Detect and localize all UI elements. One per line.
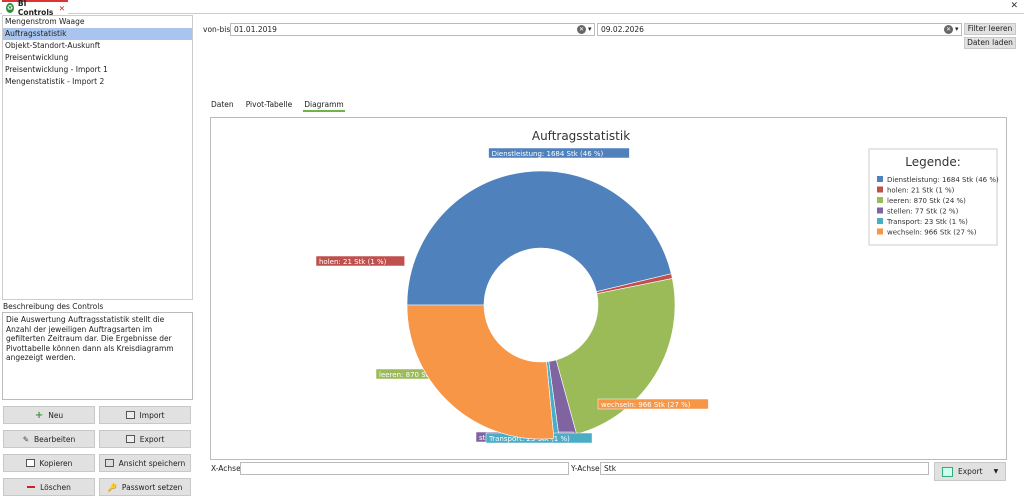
plus-icon: + (34, 409, 44, 421)
list-item[interactable]: Preisentwicklung - Import 1 (5, 65, 108, 74)
list-item[interactable]: Mengenstrom Waage (5, 17, 85, 26)
date-range-label: von-bis: (203, 25, 233, 34)
copy-icon (25, 459, 35, 467)
chart-title: Auftragsstatistik (532, 129, 630, 143)
delete-button[interactable]: Löschen (3, 478, 95, 496)
clear-from-icon[interactable]: ✕ (577, 25, 586, 34)
new-button-label: Neu (48, 410, 64, 420)
save-view-button[interactable]: Ansicht speichern (99, 454, 191, 472)
chevron-down-icon[interactable]: ▾ (588, 25, 592, 33)
legend-swatch (877, 197, 883, 203)
svg-text:Dienstleistung: 1684 Stk (46 %: Dienstleistung: 1684 Stk (46 %) (492, 150, 604, 158)
window-close-icon[interactable]: ✕ (1010, 1, 1018, 11)
export-list-button[interactable]: Export (99, 430, 191, 448)
svg-text:Transport: 23 Stk (1 %): Transport: 23 Stk (1 %) (488, 435, 570, 443)
list-item[interactable]: Auftragsstatistik (3, 28, 192, 40)
pie-slice-leeren[interactable] (555, 278, 676, 435)
legend-entry: holen: 21 Stk (1 %) (887, 187, 955, 195)
svg-text:leeren: 870 Stk (24 %): leeren: 870 Stk (24 %) (379, 371, 458, 379)
chart-legend: Legende: Dienstleistung: 1684 Stk (46 %) h… (868, 148, 999, 246)
chevron-down-icon[interactable]: ▾ (955, 25, 959, 33)
delete-button-label: Löschen (40, 482, 71, 492)
from-date-field[interactable]: 01.01.2019 ✕ ▾ (230, 23, 595, 36)
legend-entry: leeren: 870 Stk (24 %) (887, 197, 966, 205)
set-password-button-label: Passwort setzen (121, 482, 183, 492)
content-tabs: Daten Pivot-Tabelle Diagramm (210, 100, 345, 112)
legend-entry: wechseln: 966 Stk (27 %) (887, 229, 977, 237)
data-label-holen: holen: 21 Stk (1 %) (315, 255, 405, 267)
legend-entry: Dienstleistung: 1684 Stk (46 %) (887, 176, 999, 184)
clear-to-icon[interactable]: ✕ (944, 25, 953, 34)
x-axis-input[interactable] (240, 462, 569, 475)
controls-list: Mengenstrom Waage Auftragsstatistik Objekt… (2, 15, 193, 300)
to-date-value: 09.02.2026 (601, 25, 644, 34)
edit-button[interactable]: ✎ Bearbeiten (3, 430, 95, 448)
legend-swatch (877, 228, 883, 235)
edit-button-label: Bearbeiten (34, 434, 76, 444)
tab-bi-controls[interactable]: ♻ BI Controls ✕ (2, 0, 68, 17)
legend-swatch (877, 186, 883, 193)
data-label-wechseln: wechseln: 966 Stk (27 %) (597, 398, 709, 410)
list-item[interactable]: Preisentwicklung (5, 53, 69, 62)
chart-export-label: Export (958, 467, 983, 476)
from-date-value: 01.01.2019 (234, 25, 277, 34)
legend-swatch (877, 176, 883, 182)
legend-swatch (877, 207, 883, 214)
document-tab-bar: ♻ BI Controls ✕ ✕ (0, 0, 1024, 17)
copy-button[interactable]: Kopieren (3, 454, 95, 472)
import-button-label: Import (139, 410, 165, 420)
tab-pivot-tabelle[interactable]: Pivot-Tabelle (245, 100, 293, 109)
pie-chart: Auftragsstatistik Dienstleistung: 1684 St… (315, 129, 999, 444)
import-button[interactable]: Import (99, 406, 191, 424)
tab-close-icon[interactable]: ✕ (58, 3, 65, 13)
svg-text:holen: 21 Stk (1 %): holen: 21 Stk (1 %) (319, 258, 387, 266)
tab-diagramm[interactable]: Diagramm (303, 100, 345, 112)
list-item[interactable]: Objekt-Standort-Auskunft (5, 41, 101, 50)
legend-entry: Transport: 23 Stk (1 %) (886, 218, 968, 226)
recycle-icon: ♻ (6, 3, 14, 13)
pie-slice-wechseln[interactable] (406, 304, 555, 440)
minus-icon (27, 486, 36, 488)
list-item[interactable]: Mengenstatistik - Import 2 (5, 77, 105, 86)
save-view-button-label: Ansicht speichern (118, 458, 186, 468)
y-axis-label: Y-Achse (571, 464, 600, 473)
export-icon (125, 435, 135, 443)
legend-title: Legende: (905, 155, 961, 169)
new-button[interactable]: + Neu (3, 406, 95, 424)
description-label: Beschreibung des Controls (3, 302, 104, 311)
pencil-icon: ✎ (22, 434, 30, 444)
load-data-button[interactable]: Daten laden (964, 37, 1016, 49)
tab-daten[interactable]: Daten (211, 100, 234, 109)
save-icon (104, 459, 114, 467)
y-axis-input[interactable]: Stk (600, 462, 929, 475)
set-password-button[interactable]: 🔑 Passwort setzen (99, 478, 191, 496)
legend-swatch (877, 218, 883, 224)
clear-filter-button[interactable]: Filter leeren (964, 23, 1016, 35)
pie-slice-dienstleistung[interactable] (406, 170, 672, 306)
copy-button-label: Kopieren (39, 458, 73, 468)
key-icon: 🔑 (107, 482, 117, 492)
import-icon (125, 411, 135, 419)
svg-text:wechseln: 966 Stk (27 %): wechseln: 966 Stk (27 %) (601, 401, 691, 409)
x-axis-label: X-Achse (211, 464, 241, 473)
chart-panel: Auftragsstatistik Dienstleistung: 1684 St… (210, 117, 1007, 460)
export-list-button-label: Export (139, 434, 165, 444)
description-text: Die Auswertung Auftragsstatistik stellt … (2, 312, 193, 400)
tab-title: BI Controls (17, 0, 54, 17)
legend-entry: stellen: 77 Stk (2 %) (887, 208, 959, 216)
data-label-dienstleistung: Dienstleistung: 1684 Stk (46 %) (488, 147, 630, 159)
to-date-field[interactable]: 09.02.2026 ✕ ▾ (597, 23, 962, 36)
chevron-down-icon: ▼ (993, 468, 999, 475)
chart-export-button[interactable]: Export ▼ (934, 462, 1006, 481)
export-image-icon (942, 466, 953, 477)
